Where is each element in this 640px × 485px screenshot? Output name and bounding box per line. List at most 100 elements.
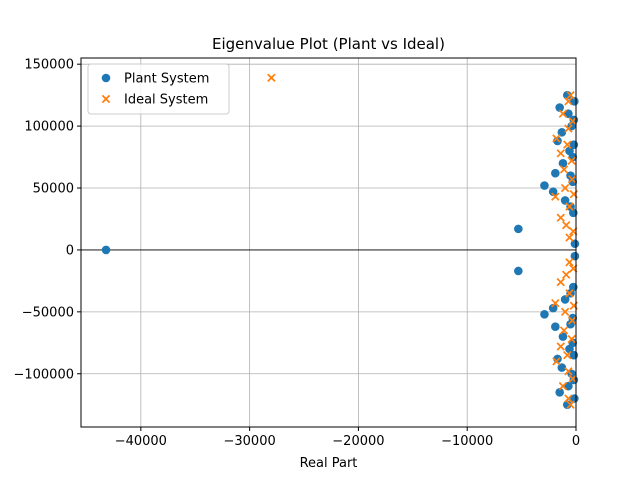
- ideal-point-stroke: [556, 277, 565, 287]
- ideal-point-stroke: [565, 258, 574, 267]
- ideal-point: [559, 326, 569, 335]
- ideal-point: [567, 334, 576, 344]
- ideal-point: [568, 116, 577, 126]
- ideal-point-stroke: [566, 400, 575, 409]
- ideal-point: [567, 316, 577, 325]
- plant-point: [560, 196, 570, 205]
- ideal-point-stroke: [565, 202, 574, 211]
- ideal-point: [558, 381, 568, 391]
- ideal-point-stroke: [565, 289, 574, 298]
- ideal-point: [558, 109, 568, 118]
- plot-frame: [80, 57, 577, 428]
- ideal-point-stroke: [564, 97, 573, 106]
- plant-point: [555, 388, 564, 397]
- ideal-point: [551, 192, 560, 201]
- plant-point: [558, 158, 568, 168]
- y-tick-label: 150000: [24, 58, 74, 73]
- x-tick-label: −40000: [115, 434, 167, 449]
- legend: Plant System Ideal System: [87, 63, 230, 115]
- ideal-point-stroke: [565, 233, 574, 242]
- plant-point: [570, 251, 580, 261]
- ideal-point: [562, 270, 571, 279]
- legend-plant-marker: [101, 73, 111, 83]
- ideal-point: [568, 374, 577, 383]
- ideal-point: [566, 400, 575, 409]
- plant-point: [560, 295, 570, 304]
- ideal-point: [562, 220, 571, 230]
- ideal-point: [560, 183, 570, 193]
- ideal-point: [552, 134, 561, 143]
- plant-point: [548, 187, 558, 197]
- ideal-point-stroke: [563, 350, 572, 360]
- ideal-point-stroke: [567, 316, 577, 325]
- ideal-point: [556, 342, 565, 351]
- ideal-point-stroke: [551, 298, 560, 308]
- ideal-point: [556, 277, 565, 287]
- ideal-point: [564, 367, 573, 376]
- ideal-point-stroke: [564, 124, 573, 133]
- ideal-point-stroke: [560, 183, 570, 193]
- ideal-point: [566, 90, 575, 100]
- y-tick-label: 0: [66, 243, 74, 258]
- ideal-point-stroke: [567, 334, 576, 344]
- ideal-point-stroke: [558, 109, 568, 118]
- ideal-point: [552, 357, 561, 366]
- ideal-point: [267, 73, 276, 83]
- ideal-point: [559, 165, 569, 174]
- ideal-point-stroke: [560, 307, 570, 317]
- ideal-point-stroke: [556, 149, 565, 158]
- plant-point: [558, 332, 568, 341]
- ideal-point-stroke: [556, 342, 565, 351]
- ideal-point: [560, 307, 570, 317]
- ideal-point-stroke: [563, 140, 572, 149]
- ideal-point: [565, 258, 574, 267]
- ideal-point: [565, 202, 574, 211]
- ideal-point-stroke: [559, 165, 569, 174]
- chart-title: Eigenvalue Plot (Plant vs Ideal): [212, 35, 445, 53]
- ideal-point-stroke: [556, 213, 565, 222]
- ideal-point-stroke: [567, 156, 576, 165]
- ideal-point-stroke: [551, 192, 560, 201]
- legend-label: Ideal System: [124, 93, 208, 108]
- plant-point: [570, 97, 579, 106]
- ideal-point: [556, 213, 565, 222]
- plant-point: [540, 181, 549, 190]
- plant-point: [557, 363, 567, 372]
- ideal-point-stroke: [267, 73, 276, 83]
- ideal-point: [564, 124, 573, 133]
- ideal-point-stroke: [552, 134, 561, 143]
- ideal-point-stroke: [564, 367, 573, 376]
- ideal-point-stroke: [568, 116, 577, 126]
- ideal-point-stroke: [568, 374, 577, 383]
- plant-point: [514, 266, 523, 276]
- ideal-point: [556, 149, 565, 158]
- ideal-point: [564, 97, 573, 106]
- ideal-point-stroke: [558, 381, 568, 391]
- ideal-point: [563, 140, 572, 149]
- x-tick-label: −20000: [332, 434, 384, 449]
- plant-point: [568, 313, 578, 323]
- plant-point: [548, 303, 558, 313]
- plant-point: [570, 394, 579, 403]
- legend-box: [87, 63, 230, 115]
- x-axis-label: Real Part: [300, 456, 358, 471]
- ideal-point-stroke: [564, 394, 573, 403]
- ideal-point: [564, 394, 573, 403]
- axis-ticks: −40000 −30000 −20000 −10000 0150000100000500…: [13, 58, 580, 449]
- ideal-point-stroke: [552, 357, 561, 366]
- plant-point: [568, 177, 578, 187]
- y-tick-label: 100000: [24, 120, 74, 135]
- x-tick-label: −30000: [224, 434, 276, 449]
- ideal-point: [565, 289, 574, 298]
- y-tick-label: −100000: [13, 367, 74, 382]
- plant-point: [568, 282, 578, 292]
- x-tick-label: 0: [572, 434, 580, 449]
- ideal-point: [551, 298, 560, 308]
- plant-point: [551, 168, 560, 178]
- ideal-point-stroke: [562, 270, 571, 279]
- ideal-point-stroke: [566, 90, 575, 100]
- x-tick-label: −10000: [441, 434, 493, 449]
- legend-ideal-marker: [101, 94, 111, 104]
- plant-point: [540, 310, 549, 319]
